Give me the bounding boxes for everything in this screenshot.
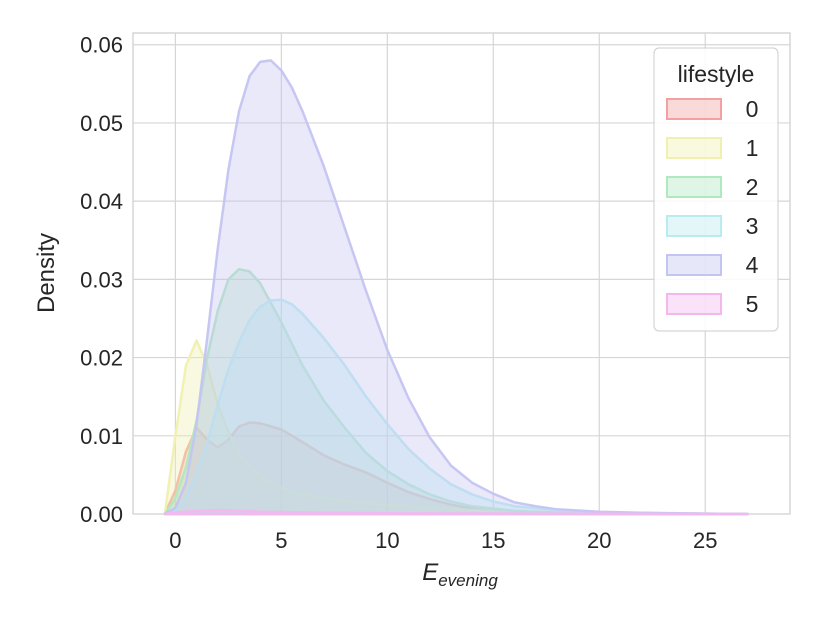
legend-swatch-4 bbox=[666, 254, 722, 276]
density-area-lifestyle-5 bbox=[163, 508, 749, 516]
legend-label-4: 4 bbox=[746, 252, 759, 278]
y-tick-label: 0.02 bbox=[80, 346, 123, 371]
y-tick-label: 0.03 bbox=[80, 267, 123, 292]
legend-label-2: 2 bbox=[746, 174, 759, 200]
x-tick-label: 25 bbox=[693, 528, 717, 553]
density-area-lifestyle-2 bbox=[163, 267, 749, 516]
x-tick-label: 10 bbox=[375, 528, 399, 553]
x-tick-label: 15 bbox=[481, 528, 505, 553]
legend-swatch-3 bbox=[666, 215, 722, 237]
y-tick-label: 0.00 bbox=[80, 502, 123, 527]
legend-swatch-1 bbox=[666, 137, 722, 159]
legend-title: lifestyle bbox=[678, 61, 755, 87]
x-tick-label: 0 bbox=[169, 528, 181, 553]
x-tick-label: 5 bbox=[275, 528, 287, 553]
legend-swatch-2 bbox=[666, 176, 722, 198]
legend-label-5: 5 bbox=[746, 291, 759, 317]
y-axis-label: Density bbox=[33, 233, 60, 313]
legend-items: 0 1 2 3 4 5 bbox=[666, 96, 759, 317]
density-area-lifestyle-4 bbox=[163, 59, 749, 516]
x-axis-label: Eevening bbox=[422, 559, 498, 590]
y-tick-label: 0.06 bbox=[80, 33, 123, 58]
legend-label-1: 1 bbox=[746, 135, 759, 161]
y-tick-labels: 0.00 0.01 0.02 0.03 0.04 0.05 0.06 bbox=[80, 33, 123, 527]
legend-swatch-5 bbox=[666, 293, 722, 315]
legend-swatch-0 bbox=[666, 98, 722, 120]
legend-label-0: 0 bbox=[746, 96, 759, 122]
density-areas bbox=[163, 59, 749, 516]
legend: lifestyle 0 1 2 3 4 5 bbox=[653, 47, 779, 332]
density-area-lifestyle-3 bbox=[163, 298, 749, 516]
y-tick-label: 0.04 bbox=[80, 189, 123, 214]
legend-label-3: 3 bbox=[746, 213, 759, 239]
y-tick-label: 0.01 bbox=[80, 424, 123, 449]
x-tick-label: 20 bbox=[587, 528, 611, 553]
x-axis-label-sub: evening bbox=[438, 571, 498, 590]
x-axis-label-main: E bbox=[422, 559, 439, 586]
x-tick-labels: 0 5 10 15 20 25 bbox=[169, 528, 717, 553]
y-tick-label: 0.05 bbox=[80, 111, 123, 136]
